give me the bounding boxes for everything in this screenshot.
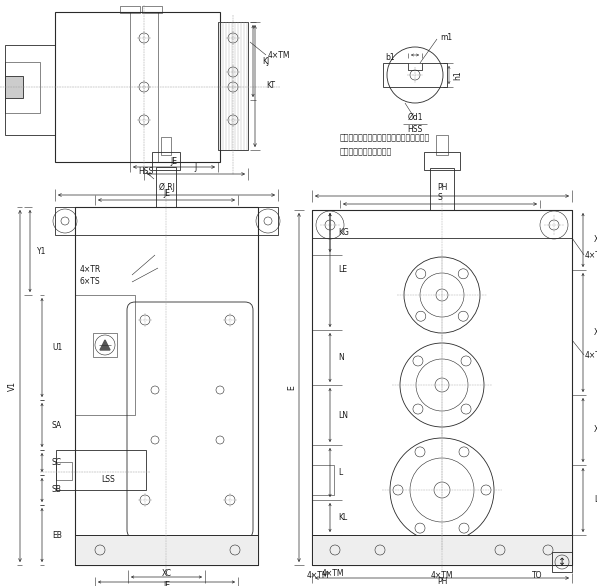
Text: Y1: Y1 [37,247,47,255]
Bar [408,63,422,70]
Bar [5,76,23,98]
Text: XC: XC [162,568,171,577]
Text: KT: KT [266,81,275,90]
Polygon shape [100,340,110,350]
Text: b1: b1 [386,53,395,62]
Text: PH: PH [437,577,447,585]
Text: 4×TM: 4×TM [431,571,453,580]
Text: 插图仅仅作为例子，不是严格的装配关系。: 插图仅仅作为例子，不是严格的装配关系。 [340,134,430,142]
Bar [312,535,572,565]
Bar [152,152,180,170]
Text: PH: PH [437,183,447,192]
Text: LE: LE [338,265,347,274]
Text: LB: LB [594,496,597,505]
Text: XA: XA [594,328,597,337]
Bar [218,22,248,150]
Bar [312,465,334,495]
Text: HSS: HSS [138,168,153,176]
Text: S: S [438,193,442,203]
Text: 4×TM: 4×TM [322,568,344,577]
Text: KJ: KJ [262,56,269,66]
Bar [383,63,447,87]
Text: XB: XB [594,425,597,434]
Text: LN: LN [338,411,348,420]
Bar [5,62,40,113]
Circle shape [325,220,335,230]
Bar [156,167,176,207]
Circle shape [61,217,69,225]
Text: J: J [195,163,197,172]
Text: N: N [338,353,344,362]
Bar [55,207,278,235]
Text: LSS: LSS [101,475,115,485]
Text: 4×TM: 4×TM [268,50,291,60]
Bar [430,168,454,210]
Bar [93,333,117,357]
Text: h1: h1 [454,70,463,80]
Text: SA: SA [52,421,62,430]
Bar [552,552,572,572]
Text: HSS: HSS [407,125,423,135]
Text: JE: JE [171,156,177,165]
Bar [75,535,258,565]
Text: Ø RJ: Ø RJ [159,182,174,192]
Bar [312,210,572,238]
Text: E: E [288,385,297,390]
Text: TO: TO [532,571,542,580]
Text: m1: m1 [440,32,452,42]
Bar [75,295,135,415]
Text: U1: U1 [52,343,62,352]
Bar [120,6,140,13]
Circle shape [264,217,272,225]
Bar [161,137,171,155]
Bar [142,6,162,13]
Text: 4×TR: 4×TR [80,265,101,274]
Text: 重量和油量仅是指导値。: 重量和油量仅是指导値。 [340,148,392,156]
Text: KL: KL [338,513,347,522]
Text: JE: JE [163,189,170,197]
Bar [312,210,572,565]
Bar [55,12,220,162]
Bar [312,535,572,565]
Text: XH: XH [594,236,597,244]
Bar [75,207,258,565]
Bar [56,450,146,490]
Text: 4×TX: 4×TX [585,350,597,359]
Text: EB: EB [52,530,62,540]
Bar [56,462,72,480]
Text: 4×TM: 4×TM [307,571,330,580]
Circle shape [549,220,559,230]
Text: ↕: ↕ [558,557,566,567]
Bar [436,135,448,155]
Text: V1: V1 [8,381,17,391]
Bar [75,535,258,565]
Text: SB: SB [52,485,62,495]
Text: SC: SC [52,458,62,467]
Bar [5,45,55,135]
Text: L: L [338,468,342,477]
Text: JE: JE [163,581,170,586]
Text: 4×TP: 4×TP [585,250,597,260]
Text: 6×TS: 6×TS [80,278,101,287]
Text: Ød1: Ød1 [407,113,423,121]
Bar [130,12,158,162]
Text: KG: KG [338,228,349,237]
Bar [424,152,460,170]
